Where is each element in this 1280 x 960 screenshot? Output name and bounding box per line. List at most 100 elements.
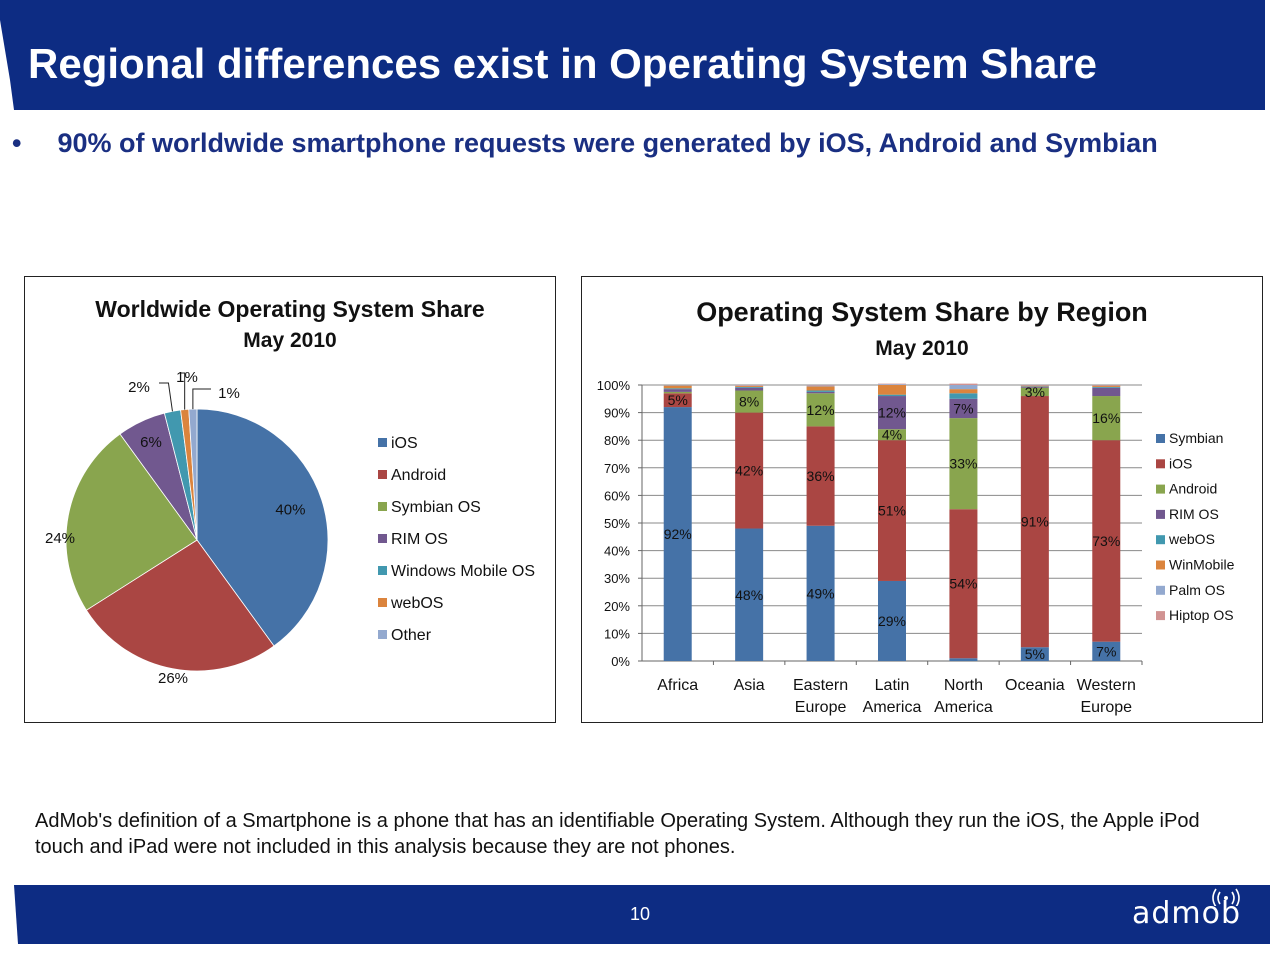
pie-leader-line xyxy=(159,382,173,412)
page-number: 10 xyxy=(629,904,651,924)
bar-segment-palm-os xyxy=(1020,385,1049,386)
bar-segment-winmobile xyxy=(735,385,764,387)
bar-segment-symbian xyxy=(1020,647,1049,661)
pie-legend-label: webOS xyxy=(390,595,443,612)
bar-segment-webos xyxy=(663,388,692,390)
bar-segment-webos xyxy=(1020,386,1049,387)
bar-segment-palm-os xyxy=(806,385,835,387)
footnote: AdMob's definition of a Smartphone is a … xyxy=(35,810,1200,858)
bar-chart-svg: Operating System Share by Region May 201… xyxy=(597,297,1235,716)
bullet-text: 90% of worldwide smartphone requests wer… xyxy=(57,128,1158,158)
bar-segment-symbian xyxy=(1092,641,1121,661)
bar-x-tick-label: North xyxy=(944,677,983,694)
bullet-dot: • xyxy=(12,128,22,158)
bar-x-tick-label: Oceania xyxy=(1005,677,1065,694)
bar-legend-label: iOS xyxy=(1169,455,1192,471)
bar-segment-webos xyxy=(735,386,764,388)
bar-legend-swatch xyxy=(1156,585,1165,595)
bar-segment-rim-os xyxy=(806,391,835,394)
bar-legend-label: Hiptop OS xyxy=(1169,607,1234,623)
bar-legend-swatch xyxy=(1156,459,1165,469)
bar-segment-rim-os xyxy=(663,389,692,392)
bar-segment-ios xyxy=(949,509,978,659)
bar-legend-swatch xyxy=(1156,509,1165,519)
bar-data-label: 8% xyxy=(739,394,759,410)
pie-legend: iOS Android Symbian OS RIM OS Windows Mobile… xyxy=(378,435,535,644)
bar-y-tick-label: 0% xyxy=(611,654,630,669)
footer-bar-shape xyxy=(14,885,1270,944)
pie-slice-ios xyxy=(196,408,329,647)
bar-x-axis-labels: Africa Asia Eastern Europe Latin America North… xyxy=(657,677,1136,716)
bar-segment-android xyxy=(1092,396,1121,441)
bar-segment-hiptop-os xyxy=(878,383,906,385)
bar-segment-symbian xyxy=(878,580,906,661)
bar-data-label: 42% xyxy=(735,463,763,479)
bar-segment-symbian xyxy=(663,407,692,661)
pie-legend-label: RIM OS xyxy=(391,531,448,548)
bar-segment-ios xyxy=(735,412,764,529)
bar-y-tick-label: 70% xyxy=(604,461,630,476)
pie-data-label: 1% xyxy=(176,369,198,386)
bar-chart-subtitle: May 2010 xyxy=(875,337,968,360)
bar-segment-winmobile xyxy=(663,385,692,389)
pie-legend-swatch xyxy=(378,470,387,479)
page-title: Regional differences exist in Operating … xyxy=(28,40,1098,87)
bar-segment-winmobile xyxy=(878,385,906,395)
bar-segment-palm-os xyxy=(663,385,692,386)
bar-legend-swatch xyxy=(1156,484,1165,494)
bar-segment-palm-os xyxy=(1092,385,1121,386)
bar-x-tick-label: Africa xyxy=(657,677,698,694)
bar-segment-webos xyxy=(1092,386,1121,388)
bar-x-tick-label: Europe xyxy=(795,699,847,716)
bar-segment-android xyxy=(663,391,692,394)
bar-legend-label: RIM OS xyxy=(1169,506,1219,522)
bar-legend-label: webOS xyxy=(1168,531,1215,547)
bar-legend-swatch xyxy=(1156,611,1165,621)
bar-segment-ios xyxy=(1020,396,1049,648)
bar-segment-ios xyxy=(806,426,835,526)
pie-legend-swatch xyxy=(378,566,387,575)
bar-y-tick-label: 60% xyxy=(604,488,630,503)
bar-x-tick-label: Latin xyxy=(875,677,910,694)
bar-segment-palm-os xyxy=(949,385,978,390)
bar-data-label: 3% xyxy=(1025,384,1045,400)
bar-y-tick-label: 20% xyxy=(604,599,630,614)
bar-segment-android xyxy=(1020,387,1049,397)
pie-legend-label: Symbian OS xyxy=(391,499,481,516)
bar-data-label: 48% xyxy=(735,587,763,603)
bar-legend-swatch xyxy=(1156,560,1165,570)
pie-legend-swatch xyxy=(378,598,387,607)
bar-segment-hiptop-os xyxy=(1092,385,1121,386)
pie-legend-swatch xyxy=(378,630,387,639)
bar-segment-ios xyxy=(878,440,906,581)
bar-segment-symbian xyxy=(735,528,764,661)
signal-icon xyxy=(1212,888,1240,906)
pie-legend-label: iOS xyxy=(391,435,418,452)
bar-data-label: 4% xyxy=(882,427,902,443)
bar-x-tick-label: America xyxy=(934,699,993,716)
bar-data-label: 36% xyxy=(807,468,835,484)
bar-data-label: 16% xyxy=(1092,410,1120,426)
bar-segment-ios xyxy=(663,393,692,408)
bar-data-label: 29% xyxy=(878,613,906,629)
bar-y-tick-label: 100% xyxy=(597,378,631,393)
bar-data-label: 12% xyxy=(878,405,906,421)
bar-segment-webos xyxy=(806,390,835,392)
bar-segments xyxy=(663,383,1121,661)
bar-legend-label: WinMobile xyxy=(1169,557,1235,573)
bar-y-tick-label: 90% xyxy=(604,406,630,421)
bar-segment-hiptop-os xyxy=(1020,385,1049,386)
pie-legend-label: Android xyxy=(391,467,446,484)
bar-segment-rim-os xyxy=(878,396,906,430)
bar-legend-label: Palm OS xyxy=(1169,582,1225,598)
region-bar-chart: Operating System Share by Region May 201… xyxy=(581,276,1263,723)
bar-data-label: 91% xyxy=(1021,514,1049,530)
pie-data-label: 1% xyxy=(218,385,240,402)
bar-data-label: 51% xyxy=(878,503,906,519)
pie-legend-swatch xyxy=(378,438,387,447)
bar-segment-hiptop-os xyxy=(735,385,764,386)
bar-segment-palm-os xyxy=(735,385,764,386)
bar-segment-palm-os xyxy=(878,384,906,385)
bar-segment-android xyxy=(878,429,906,441)
bar-segment-hiptop-os xyxy=(949,383,978,385)
